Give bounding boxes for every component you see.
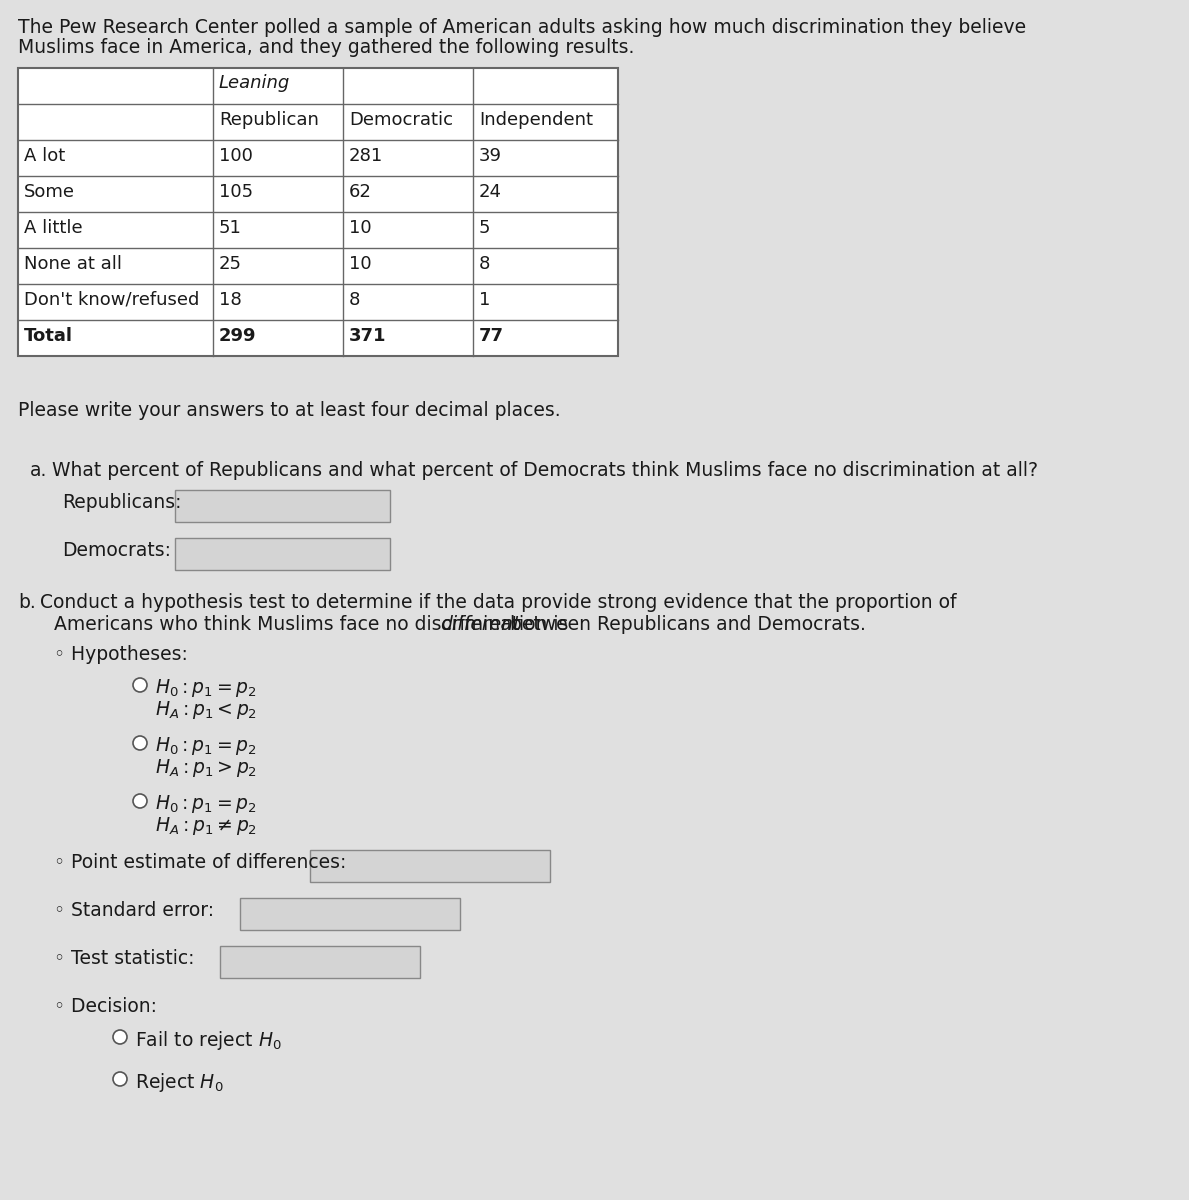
Text: Reject $H_0$: Reject $H_0$ (136, 1070, 224, 1094)
Bar (19, 320, 617, 356)
Text: Democratic: Democratic (350, 110, 453, 128)
Text: Don't know/refused: Don't know/refused (24, 290, 200, 308)
Text: 10: 10 (350, 218, 372, 236)
Text: $H_0: p_1 = p_2$: $H_0: p_1 = p_2$ (155, 677, 257, 698)
Text: Republicans:: Republicans: (62, 493, 182, 512)
Text: 10: 10 (350, 254, 372, 272)
Text: 18: 18 (219, 290, 241, 308)
Text: 62: 62 (350, 182, 372, 200)
Bar (19, 214, 617, 248)
Bar (175, 490, 390, 522)
Text: Conduct a hypothesis test to determine if the data provide strong evidence that : Conduct a hypothesis test to determine i… (40, 593, 956, 612)
Text: Muslims face in America, and they gathered the following results.: Muslims face in America, and they gather… (18, 38, 635, 56)
Text: Some: Some (24, 182, 75, 200)
Text: between Republicans and Democrats.: between Republicans and Democrats. (504, 614, 867, 634)
Circle shape (113, 1030, 127, 1044)
Text: 105: 105 (219, 182, 253, 200)
Bar (19, 284, 617, 320)
Text: Fail to reject $H_0$: Fail to reject $H_0$ (136, 1028, 282, 1052)
Text: $H_A: p_1 < p_2$: $H_A: p_1 < p_2$ (155, 698, 257, 721)
Text: Democrats:: Democrats: (62, 541, 171, 560)
Text: 24: 24 (479, 182, 502, 200)
Text: 8: 8 (350, 290, 360, 308)
Text: $H_A: p_1 \neq p_2$: $H_A: p_1 \neq p_2$ (155, 815, 257, 838)
Text: different: different (440, 614, 521, 634)
Text: Americans who think Muslims face no discrimination is: Americans who think Muslims face no disc… (54, 614, 574, 634)
Text: Leaning: Leaning (219, 74, 290, 92)
Circle shape (133, 794, 147, 808)
Bar (19, 68, 617, 104)
Circle shape (133, 736, 147, 750)
Text: ◦ Test statistic:: ◦ Test statistic: (54, 949, 195, 968)
Text: 371: 371 (350, 326, 386, 346)
Text: 5: 5 (479, 218, 491, 236)
Text: ◦ Point estimate of differences:: ◦ Point estimate of differences: (54, 853, 346, 872)
Text: ◦ Hypotheses:: ◦ Hypotheses: (54, 646, 188, 664)
Text: 1: 1 (479, 290, 490, 308)
Bar (19, 140, 617, 176)
Text: A little: A little (24, 218, 82, 236)
Text: Republican: Republican (219, 110, 319, 128)
Circle shape (133, 678, 147, 692)
Bar (19, 104, 617, 140)
Text: ◦ Standard error:: ◦ Standard error: (54, 901, 214, 920)
Text: Independent: Independent (479, 110, 593, 128)
Text: A lot: A lot (24, 146, 65, 164)
Text: Please write your answers to at least four decimal places.: Please write your answers to at least fo… (18, 401, 561, 420)
Text: 281: 281 (350, 146, 383, 164)
Text: 100: 100 (219, 146, 253, 164)
Bar (19, 176, 617, 212)
Text: 51: 51 (219, 218, 241, 236)
Bar (240, 898, 460, 930)
Text: $H_A: p_1 > p_2$: $H_A: p_1 > p_2$ (155, 757, 257, 779)
Text: 8: 8 (479, 254, 490, 272)
Text: Total: Total (24, 326, 73, 346)
Text: 77: 77 (479, 326, 504, 346)
Text: 299: 299 (219, 326, 257, 346)
Text: 39: 39 (479, 146, 502, 164)
Bar (175, 538, 390, 570)
Text: 25: 25 (219, 254, 243, 272)
Text: b.: b. (18, 593, 36, 612)
Text: $H_0: p_1 = p_2$: $H_0: p_1 = p_2$ (155, 793, 257, 815)
Text: $H_0: p_1 = p_2$: $H_0: p_1 = p_2$ (155, 734, 257, 757)
Bar (220, 946, 420, 978)
Text: ◦ Decision:: ◦ Decision: (54, 997, 157, 1016)
Text: a.: a. (30, 461, 48, 480)
Circle shape (113, 1072, 127, 1086)
Text: What percent of Republicans and what percent of Democrats think Muslims face no : What percent of Republicans and what per… (52, 461, 1038, 480)
Bar (19, 248, 617, 284)
Bar (18, 68, 618, 356)
Bar (310, 850, 551, 882)
Text: None at all: None at all (24, 254, 122, 272)
Text: The Pew Research Center polled a sample of American adults asking how much discr: The Pew Research Center polled a sample … (18, 18, 1026, 37)
